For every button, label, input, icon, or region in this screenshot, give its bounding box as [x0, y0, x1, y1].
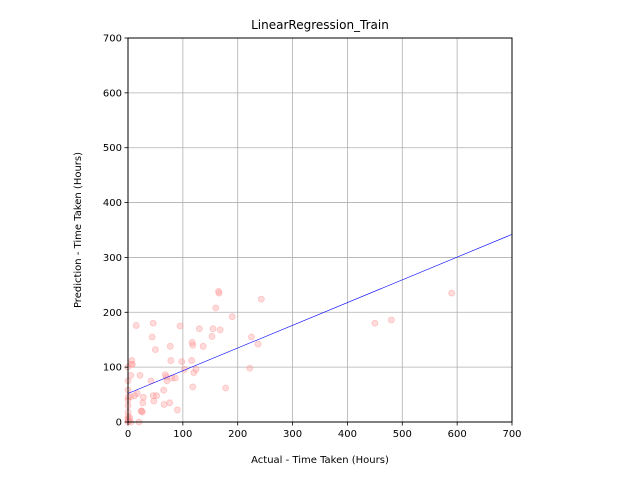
scatter-point [209, 325, 217, 333]
x-axis-ticks: 0 100 200 300 400 500 600 700 [125, 422, 522, 440]
y-tick-label: 200 [103, 308, 122, 319]
y-tick-label: 100 [103, 363, 122, 374]
scatter-point [133, 390, 141, 397]
scatter-point [448, 289, 456, 297]
scatter-point [212, 304, 220, 312]
chart-title: LinearRegression_Train [251, 18, 389, 32]
scatter-point [171, 374, 179, 382]
scatter-points [124, 288, 456, 426]
scatter-point [149, 319, 157, 327]
x-axis-label: Actual - Time Taken (Hours) [251, 455, 389, 466]
scatter-point [166, 342, 174, 350]
scatter-point [132, 322, 140, 329]
scatter-point [139, 393, 147, 401]
x-tick-label: 0 [125, 429, 131, 440]
scatter-point [160, 386, 168, 394]
scatter-point [160, 401, 168, 408]
scatter-point [153, 392, 160, 400]
scatter-point [257, 295, 265, 303]
scatter-point [222, 384, 230, 392]
scatter-point [254, 340, 262, 348]
scatter-point [138, 408, 146, 416]
scatter-point [128, 360, 136, 368]
scatter-point [176, 322, 184, 330]
scatter-point [150, 397, 158, 405]
scatter-point [127, 371, 135, 379]
scatter-point [136, 371, 144, 379]
scatter-point [387, 316, 395, 324]
regression-line-path [127, 234, 513, 394]
scatter-point [188, 357, 196, 364]
plot-frame [127, 37, 513, 423]
scatter-point [216, 326, 224, 334]
scatter-point [199, 342, 207, 350]
y-tick-label: 500 [103, 143, 122, 154]
x-tick-label: 400 [338, 429, 357, 440]
scatter-point [167, 357, 175, 364]
scatter-point [215, 289, 223, 297]
scatter-point [152, 346, 159, 353]
y-tick-label: 600 [103, 88, 122, 99]
y-tick-label: 400 [103, 198, 122, 209]
scatter-point [189, 383, 197, 391]
scatter-point [189, 341, 197, 349]
scatter-point [371, 319, 379, 327]
scatter-point [195, 325, 203, 333]
y-axis-ticks: 0 100 200 300 400 500 600 700 [103, 34, 128, 429]
y-axis-label: Prediction - Time Taken (Hours) [73, 152, 84, 308]
x-tick-label: 200 [228, 429, 247, 440]
regression-line [127, 234, 513, 394]
scatter-point [248, 333, 255, 341]
scatter-point [192, 365, 200, 373]
scatter-point [208, 333, 216, 340]
y-tick-label: 700 [103, 34, 122, 45]
grid [127, 37, 513, 423]
scatter-point [246, 364, 254, 372]
scatter-point [228, 313, 236, 321]
x-tick-label: 100 [173, 429, 192, 440]
x-tick-label: 700 [502, 429, 521, 440]
scatter-point [178, 358, 186, 366]
y-tick-label: 300 [103, 253, 122, 264]
x-tick-label: 300 [283, 429, 302, 440]
x-tick-label: 500 [393, 429, 412, 440]
scatter-point [173, 406, 181, 414]
x-tick-label: 600 [448, 429, 467, 440]
scatter-point [139, 399, 147, 407]
y-tick-label: 0 [116, 418, 122, 429]
scatter-point [166, 399, 174, 407]
scatter-point [148, 333, 156, 341]
